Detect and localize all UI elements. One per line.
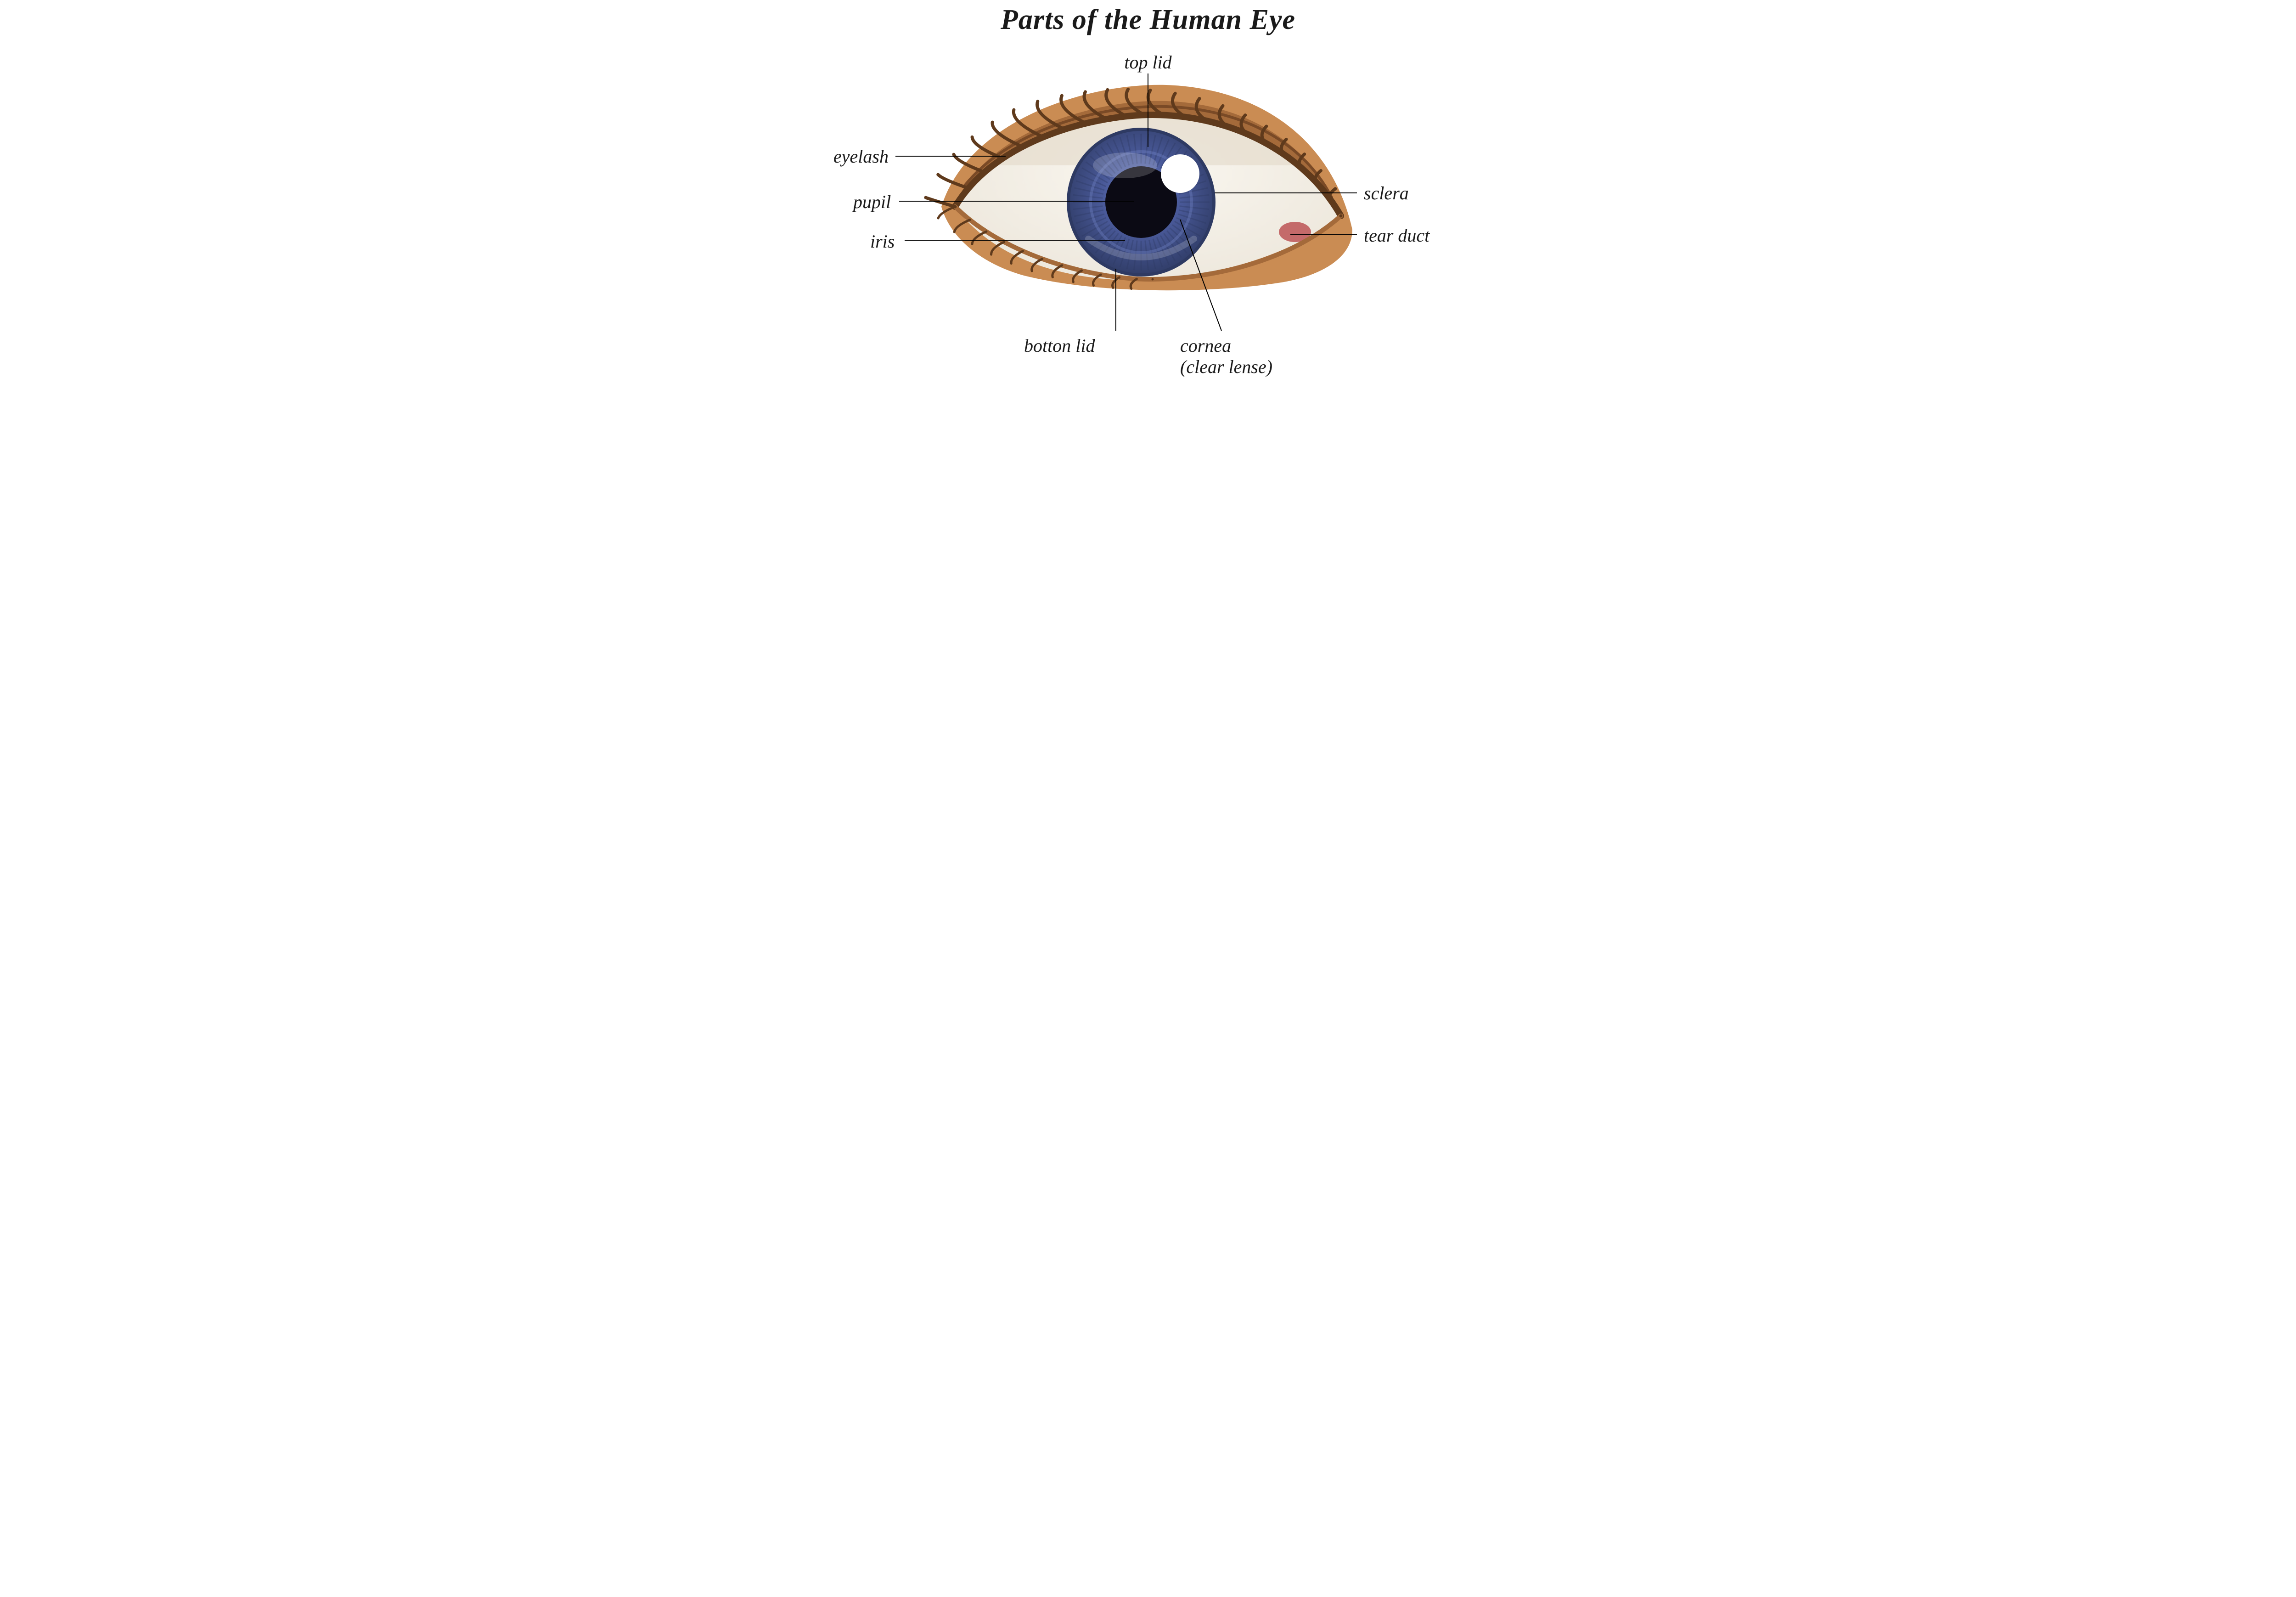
label-iris: iris	[870, 231, 895, 252]
label-top-lid: top lid	[1102, 51, 1194, 73]
diagram-title: Parts of the Human Eye	[804, 4, 1492, 36]
tear-duct-shape	[1279, 222, 1311, 242]
leader-lines	[895, 73, 1357, 331]
specular-highlight	[1161, 154, 1199, 193]
lower-lid-line	[955, 207, 1341, 279]
upper-lid-line	[955, 115, 1341, 216]
eyeball	[918, 92, 1378, 322]
lower-eyelashes	[938, 207, 1153, 289]
diagram-stage: Parts of the Human Eye	[804, 0, 1492, 378]
label-eyelash: eyelash	[833, 146, 889, 167]
iris	[1067, 128, 1216, 277]
label-bottom-lid: botton lid	[1024, 335, 1095, 356]
label-cornea: cornea (clear lense)	[1180, 335, 1272, 378]
pupil-shape	[1105, 166, 1177, 238]
eyelid-skin	[941, 85, 1352, 290]
upper-eyelashes	[926, 89, 1341, 216]
label-sclera: sclera	[1364, 183, 1409, 204]
label-tear-duct: tear duct	[1364, 225, 1429, 246]
label-pupil: pupil	[853, 192, 891, 213]
